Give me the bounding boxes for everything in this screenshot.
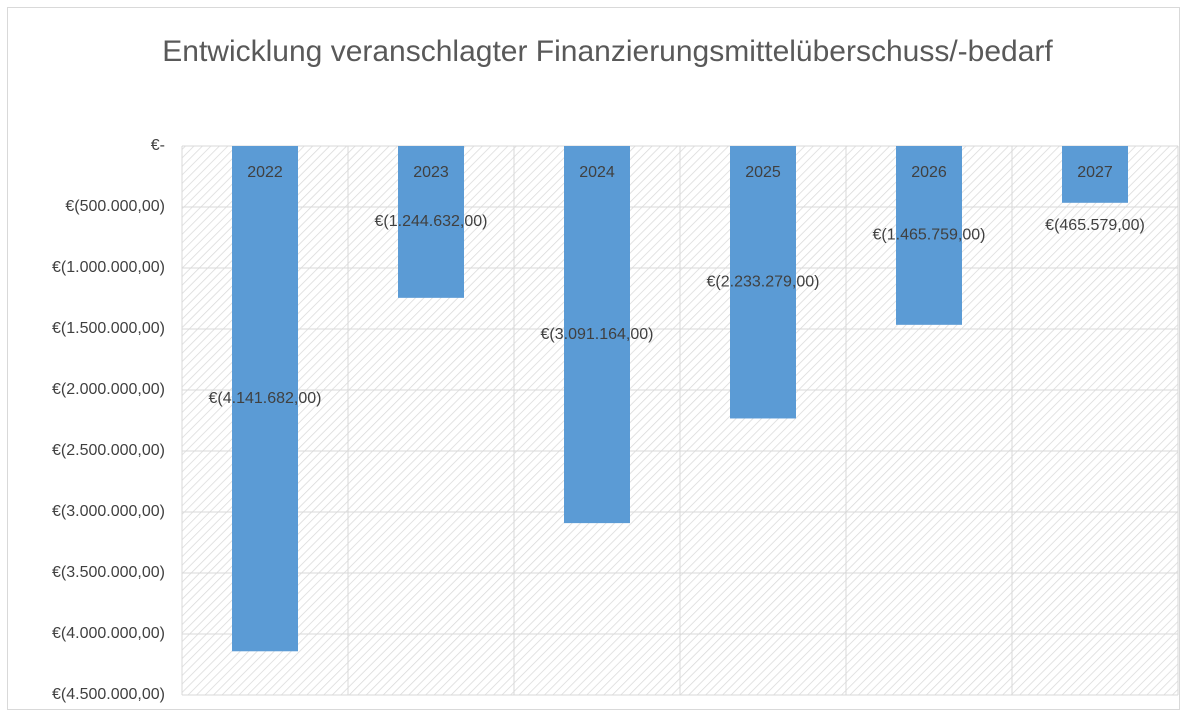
- category-label: 2026: [911, 164, 947, 181]
- category-label: 2022: [247, 164, 283, 181]
- y-tick-label: €(1.000.000,00): [52, 259, 165, 276]
- value-label: €(465.579,00): [1045, 217, 1145, 234]
- category-label: 2024: [579, 164, 615, 181]
- y-tick-label: €(4.000.000,00): [52, 625, 165, 642]
- bar: [730, 146, 796, 419]
- value-label: €(2.233.279,00): [707, 273, 820, 290]
- chart-title: Entwicklung veranschlagter Finanzierungs…: [162, 35, 1053, 68]
- value-label: €(1.244.632,00): [375, 213, 488, 230]
- bar: [1062, 146, 1128, 203]
- y-tick-label: €(3.500.000,00): [52, 564, 165, 581]
- bar: [896, 146, 962, 325]
- y-tick-label: €(500.000,00): [65, 198, 165, 215]
- y-tick-label: €-: [151, 137, 165, 154]
- category-label: 2027: [1077, 164, 1113, 181]
- value-label: €(4.141.682,00): [209, 390, 322, 407]
- value-label: €(3.091.164,00): [541, 326, 654, 343]
- bar: [232, 146, 298, 652]
- y-tick-label: €(1.500.000,00): [52, 320, 165, 337]
- bar: [398, 146, 464, 298]
- bar: [564, 146, 630, 524]
- y-tick-label: €(4.500.000,00): [52, 686, 165, 703]
- y-tick-label: €(3.000.000,00): [52, 503, 165, 520]
- value-label: €(1.465.759,00): [873, 227, 986, 244]
- y-tick-label: €(2.500.000,00): [52, 442, 165, 459]
- category-label: 2023: [413, 164, 449, 181]
- chart-frame: [7, 7, 1180, 710]
- category-label: 2025: [745, 164, 781, 181]
- y-tick-label: €(2.000.000,00): [52, 381, 165, 398]
